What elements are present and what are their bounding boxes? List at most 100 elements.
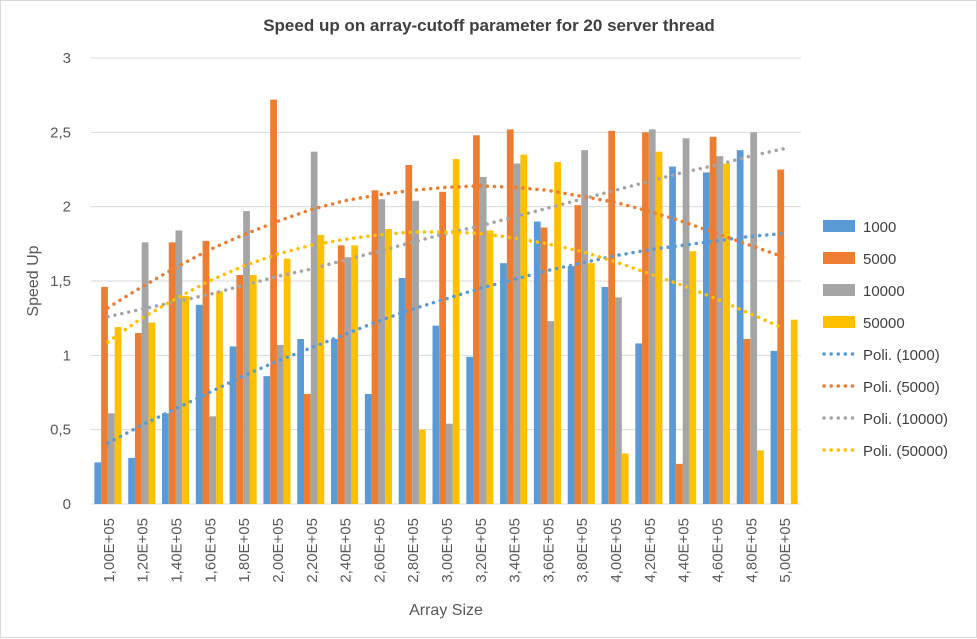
bar-50000 [655,151,663,504]
bar-1000 [162,413,169,504]
bar-10000 [209,416,217,504]
legend-swatch-50000 [823,316,855,328]
bar-10000 [175,230,183,504]
bar-50000 [723,163,730,504]
x-tick-label: 5,00E+05 [777,518,794,583]
legend-swatch-5000 [823,252,855,264]
bar-1000 [128,457,135,504]
x-tick-labels: 1,00E+05 1,20E+05 1,40E+05 1,60E+05 1,80E+05… [101,518,794,583]
bar-10000 [141,242,149,504]
bar-50000 [283,258,291,504]
bar-10000 [107,413,115,504]
legend-label: Poli. (1000) [863,347,940,364]
bar-50000 [385,228,392,504]
bar-10000 [513,163,521,504]
x-axis-title: Array Size [409,602,483,619]
bar-1000 [669,166,676,504]
bar-10000 [615,297,622,504]
bar-5000 [743,338,751,504]
trendline-Poli. (50000) [106,230,786,344]
bar-50000 [418,429,426,504]
bar-50000 [182,295,190,504]
bar-50000 [452,159,460,505]
bar-50000 [114,327,122,504]
bar-5000 [405,165,413,505]
y-tick-label: 0,5 [50,422,71,439]
bar-5000 [101,286,108,504]
bar-1000 [770,350,778,504]
bar-50000 [317,234,325,504]
legend-label: Poli. (5000) [863,379,940,396]
y-tick-label: 0 [63,496,71,513]
x-tick-label: 1,40E+05 [169,518,186,583]
bar-1000 [736,150,744,504]
bar-5000 [439,191,446,505]
bar-1000 [500,263,507,504]
bar-50000 [790,319,798,504]
x-tick-label: 2,60E+05 [371,518,388,583]
x-tick-label: 1,80E+05 [236,518,253,583]
bar-10000 [750,132,758,505]
bar-10000 [547,321,555,504]
bar-1000 [432,325,440,504]
bar-10000 [310,151,318,504]
bar-1000 [567,266,575,504]
bar-1000 [94,462,102,504]
x-tick-label: 4,20E+05 [642,518,659,583]
legend-label: 50000 [863,315,905,332]
x-tick-label: 1,60E+05 [202,518,219,583]
x-tick-label: 2,00E+05 [270,518,287,583]
bar-1000 [466,356,474,504]
bar-10000 [378,199,386,504]
bar-5000 [202,240,210,505]
x-tick-label: 4,00E+05 [608,518,625,583]
bar-5000 [304,393,311,504]
x-tick-label: 4,80E+05 [743,518,760,583]
bar-5000 [506,129,514,505]
bar-10000 [479,176,487,504]
bar-5000 [709,136,717,504]
bar-5000 [236,275,244,504]
legend-label: Poli. (50000) [863,443,948,460]
y-tick-label: 1 [63,347,71,364]
x-tick-label: 4,60E+05 [709,518,726,583]
bar-1000 [263,376,271,504]
x-tick-label: 3,20E+05 [473,518,490,583]
bar-5000 [134,333,142,504]
trendline-Poli. (1000) [106,231,786,445]
x-tick-label: 2,80E+05 [405,518,422,583]
bar-50000 [689,251,697,504]
bar-1000 [364,393,372,504]
bar-10000 [243,211,250,505]
bar-5000 [473,135,480,504]
bar-10000 [648,129,656,505]
y-axis-title: Speed Up [25,245,42,316]
y-tick-label: 2 [63,199,71,216]
bar-50000 [588,263,595,504]
bar-1000 [229,346,237,504]
bar-5000 [608,130,616,504]
x-tick-label: 1,00E+05 [101,518,118,583]
bar-5000 [337,245,345,504]
legend-label: Poli. (10000) [863,411,948,428]
y-tick-label: 1,5 [50,273,71,290]
legend-label: 1000 [863,219,896,236]
bar-5000 [270,99,277,505]
chart-title: Speed up on array-cutoff parameter for 2… [263,16,715,35]
x-tick-label: 3,40E+05 [507,518,524,583]
trendline-Poli. (5000) [106,184,786,310]
bar-50000 [554,162,561,505]
x-tick-label: 2,20E+05 [304,518,321,583]
bar-10000 [446,423,453,504]
legend-swatch-1000 [823,220,855,232]
bar-10000 [581,150,588,504]
bar-1000 [398,278,406,504]
bar-50000 [621,453,629,504]
x-tick-label: 1,20E+05 [135,518,152,583]
bar-1000 [195,304,203,504]
bar-50000 [216,291,223,504]
y-tick-label: 3 [63,50,71,67]
bar-50000 [486,230,494,504]
